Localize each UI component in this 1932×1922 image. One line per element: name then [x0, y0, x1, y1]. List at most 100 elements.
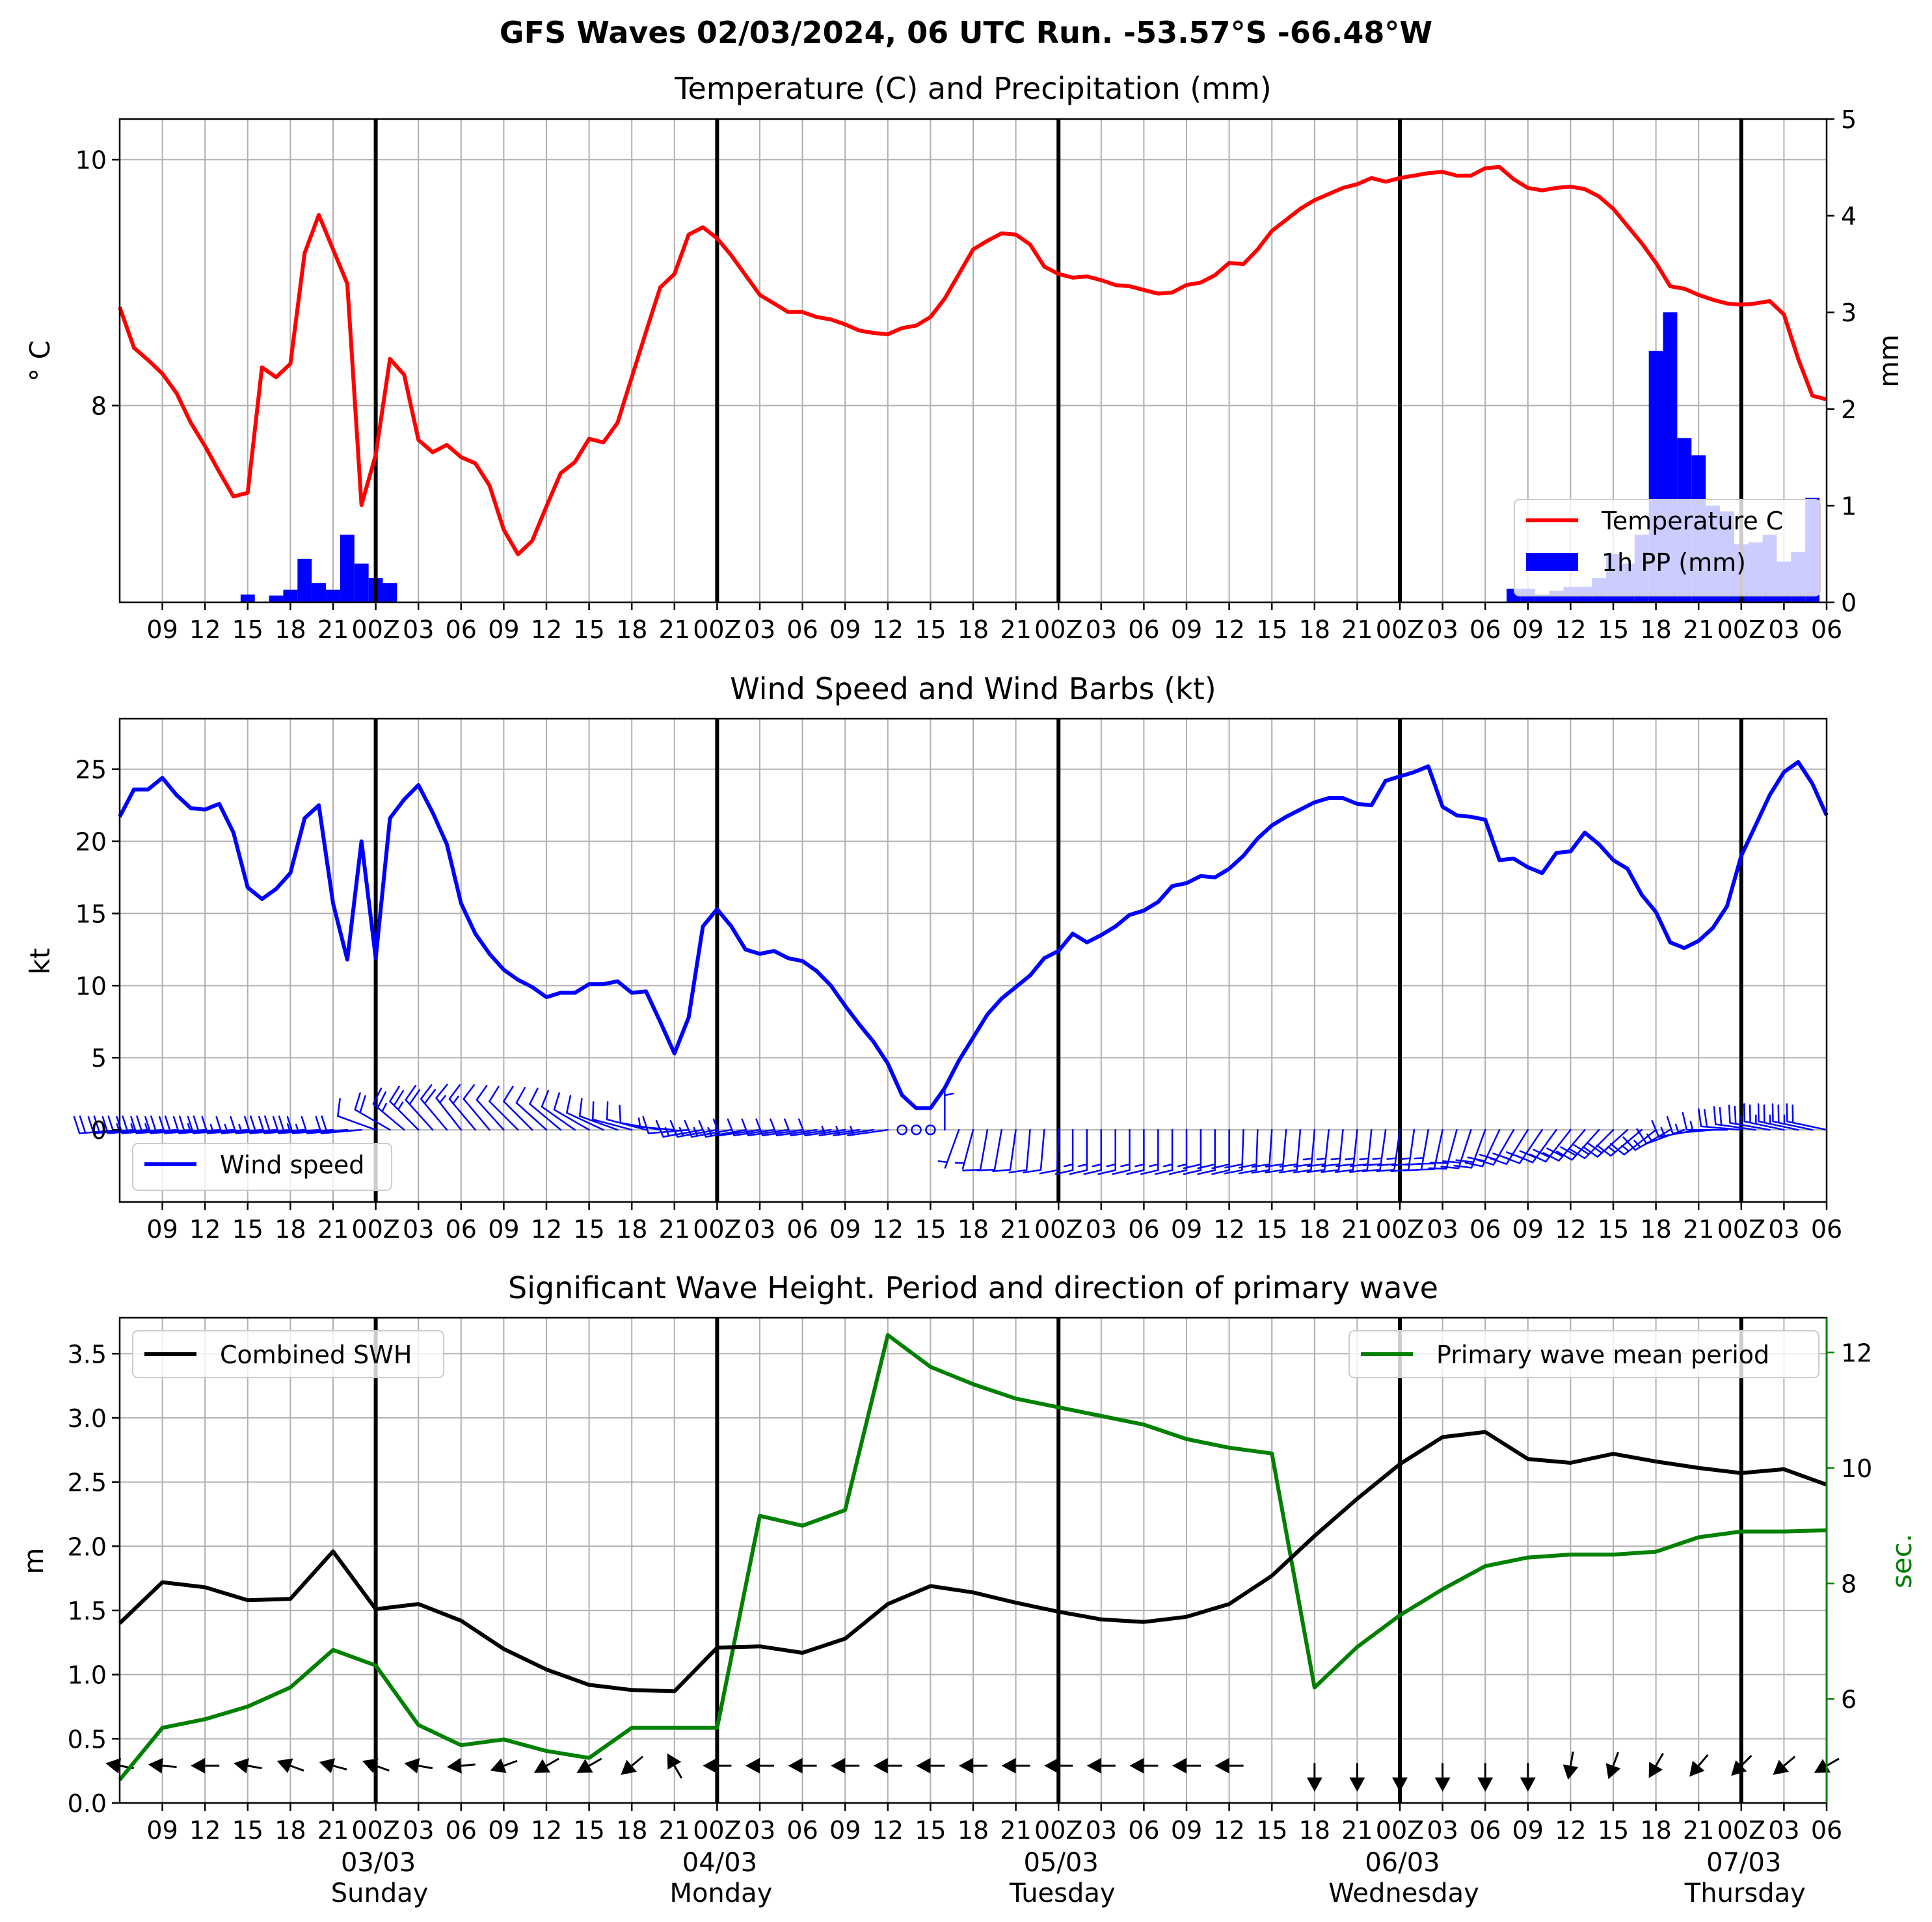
wave-arrow [1605, 1752, 1621, 1780]
x-tick-label: 09 [146, 1816, 178, 1845]
y2-tick-label: 6 [1841, 1685, 1857, 1714]
wind-barb [1183, 1128, 1202, 1175]
wave-arrow [191, 1757, 220, 1774]
x-tick-label: 09 [146, 615, 178, 644]
wind-barb [1453, 1128, 1486, 1169]
precip-bar [340, 534, 355, 602]
x-tick-label: 15 [232, 1215, 263, 1244]
x-tick-label: 15 [573, 615, 604, 644]
wind-barb [515, 1087, 548, 1131]
x-tick-label: 21 [1683, 615, 1714, 644]
wind-barb [847, 1125, 889, 1136]
legend-wind-label: Wind speed [220, 1151, 364, 1179]
wind-y-ticks: 0 5 10 15 20 25 [75, 756, 120, 1145]
wave-panel: Significant Wave Height. Period and dire… [18, 1270, 1918, 1908]
wind-barb [944, 1088, 954, 1131]
y2-tick-label: 4 [1841, 202, 1857, 231]
wind-barb [1083, 1128, 1103, 1175]
precip-bar [354, 563, 369, 602]
wave-x-ticks: 09 12 15 18 21 00Z 03 06 09 12 15 18 21 00Z 03 06 09 12 15… [146, 1803, 1842, 1845]
x-tick-label: 03 [1086, 1215, 1117, 1244]
x-tick-label: 00Z [1376, 1215, 1424, 1244]
y-tick-label: 0.0 [68, 1789, 107, 1818]
wave-arrow [1520, 1763, 1536, 1792]
y2-tick-label: 0 [1841, 589, 1857, 617]
y-tick-label: 1.0 [68, 1661, 107, 1690]
wave-arrow-head [1129, 1757, 1144, 1774]
wave-arrow-shaft [375, 1765, 390, 1772]
wave-arrow-head [873, 1757, 888, 1774]
wave-arrow-head [667, 1753, 682, 1770]
legend-precip-swatch [1526, 553, 1578, 571]
y2-tick-label: 10 [1841, 1454, 1872, 1483]
wind-panel: Wind Speed and Wind Barbs (kt) 09 12 15 18 2… [24, 671, 1842, 1244]
wind-barb [976, 1128, 1002, 1171]
x-tick-label: 12 [531, 1215, 562, 1244]
x-tick-label: 06 [1469, 1215, 1501, 1244]
wind-barb [642, 1115, 690, 1134]
wave-arrow-shaft [461, 1763, 476, 1767]
wind-barb [592, 1101, 633, 1131]
wave-arrow [788, 1757, 817, 1774]
wind-barb [1440, 1128, 1472, 1169]
wind-barb [1238, 1128, 1259, 1175]
x-tick-label: 09 [488, 615, 519, 644]
day-name-label: Monday [669, 1878, 772, 1908]
wave-arrow [576, 1757, 602, 1773]
x-tick-label: 18 [1640, 1215, 1671, 1244]
precip-bar [240, 594, 255, 602]
wind-panel-title: Wind Speed and Wind Barbs (kt) [730, 671, 1216, 706]
wave-arrow [1648, 1752, 1664, 1778]
x-tick-label: 06 [1128, 1215, 1159, 1244]
x-tick-label: 21 [317, 615, 349, 644]
wave-arrow-shaft [418, 1765, 433, 1770]
precip-bar [297, 559, 312, 602]
wave-y-label: m [18, 1548, 49, 1575]
wave-arrow-shaft [1740, 1755, 1752, 1767]
wind-barb [354, 1092, 391, 1131]
x-tick-label: 03 [1427, 615, 1458, 644]
x-tick-label: 06 [786, 1215, 818, 1244]
temperature-x-ticks: 09 12 15 18 21 00Z 03 06 09 12 15 18 21 00Z 03 06 09 12 15… [146, 602, 1842, 644]
wave-arrow-head [490, 1758, 507, 1773]
wind-barb [1713, 1106, 1756, 1131]
x-tick-label: 15 [1256, 1816, 1287, 1845]
wind-barb [1039, 1128, 1060, 1175]
y-tick-label: 10 [75, 972, 107, 1000]
x-tick-label: 12 [872, 615, 904, 644]
wave-arrow-head [916, 1757, 931, 1774]
x-tick-label: 06 [446, 615, 477, 644]
wind-barb [315, 1115, 362, 1134]
temperature-y-label: ° C [24, 340, 56, 382]
wave-arrow [1001, 1757, 1030, 1774]
wave-arrow-shaft [332, 1765, 347, 1770]
wave-arrow [148, 1757, 177, 1774]
x-tick-label: 06 [1811, 615, 1842, 644]
x-tick-label: 15 [915, 1215, 946, 1244]
wind-barb-calm [896, 1124, 907, 1136]
wind-barb [1293, 1128, 1316, 1173]
wave-midnight-lines [373, 1318, 1743, 1803]
x-tick-label: 00Z [1717, 1816, 1765, 1845]
y2-tick-label: 3 [1841, 299, 1857, 327]
wave-arrow [959, 1757, 987, 1774]
x-tick-label: 21 [1341, 1816, 1373, 1845]
x-tick-label: 15 [573, 1816, 604, 1845]
temperature-precip-panel: Temperature (C) and Precipitation (mm) 0… [24, 71, 1905, 644]
x-tick-label: 09 [146, 1215, 178, 1244]
wave-arrow [1129, 1757, 1159, 1774]
x-tick-label: 18 [616, 615, 647, 644]
wind-barb [566, 1095, 604, 1131]
wind-barb [937, 1128, 960, 1169]
wind-barb [503, 1086, 533, 1131]
x-tick-label: 15 [1598, 615, 1629, 644]
wind-barb [1306, 1128, 1330, 1173]
wind-barb [1757, 1103, 1799, 1131]
x-tick-label: 09 [1512, 1816, 1544, 1845]
wind-barb [372, 1088, 405, 1131]
wind-barb [727, 1118, 775, 1136]
y-tick-label: 0.5 [68, 1725, 107, 1754]
wind-barb [1728, 1104, 1771, 1131]
x-tick-label: 12 [1213, 615, 1244, 644]
wind-barb [1743, 1103, 1785, 1131]
